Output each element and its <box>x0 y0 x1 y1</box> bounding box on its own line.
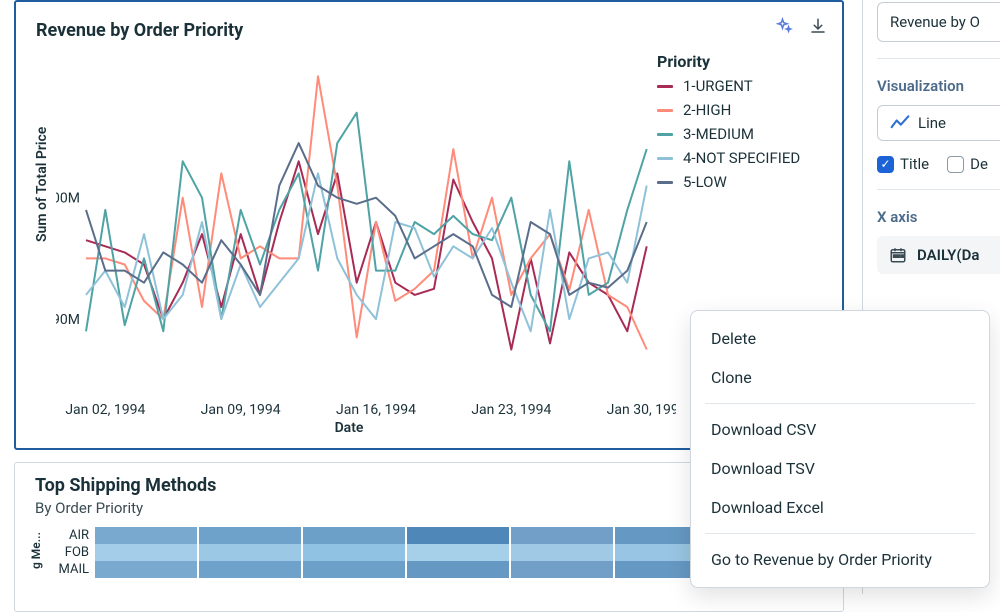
chart-legend: Priority 1-URGENT 2-HIGH 3-MEDIUM 4-NOT SPE… <box>657 52 822 197</box>
chart-series-line <box>86 113 647 332</box>
menu-item-download-excel[interactable]: Download Excel <box>691 488 989 527</box>
svg-text:Jan 02, 1994: Jan 02, 1994 <box>65 402 145 418</box>
heatmap-cell <box>511 527 613 544</box>
description-checkbox-label: De <box>970 155 988 173</box>
legend-label: 1-URGENT <box>683 77 753 95</box>
heatmap-cell <box>95 561 197 578</box>
chart-actions <box>774 16 828 36</box>
menu-item-download-csv[interactable]: Download CSV <box>691 410 989 449</box>
heatmap-cell <box>407 544 509 561</box>
heatmap-row-label: AIR <box>35 527 89 544</box>
xaxis-section-title: X axis <box>877 208 1000 226</box>
checkbox-checked-icon <box>877 156 894 173</box>
legend-label: 4-NOT SPECIFIED <box>683 149 800 167</box>
legend-swatch <box>657 133 673 136</box>
divider <box>877 58 1000 59</box>
context-menu: Delete Clone Download CSV Download TSV D… <box>690 310 990 588</box>
viz-section-title: Visualization <box>877 77 1000 95</box>
calendar-icon <box>889 246 907 264</box>
legend-swatch <box>657 157 673 160</box>
menu-item-clone[interactable]: Clone <box>691 358 989 397</box>
legend-label: 2-HIGH <box>683 101 731 119</box>
svg-text:100M: 100M <box>56 191 80 207</box>
title-checkbox-label: Title <box>900 155 929 173</box>
assistant-sparkle-icon[interactable] <box>774 16 794 36</box>
menu-divider <box>705 533 975 534</box>
legend-swatch <box>657 181 673 184</box>
legend-title: Priority <box>657 52 822 71</box>
menu-item-goto[interactable]: Go to Revenue by Order Priority <box>691 540 989 579</box>
download-icon[interactable] <box>808 16 828 36</box>
title-checkbox[interactable]: Title <box>877 155 929 173</box>
legend-label: 5-LOW <box>683 173 727 191</box>
xaxis-field-pill[interactable]: DAILY(Da <box>877 236 1000 274</box>
legend-label: 3-MEDIUM <box>683 125 754 143</box>
chart-title: Revenue by Order Priority <box>16 2 842 45</box>
legend-item[interactable]: 1-URGENT <box>657 77 822 95</box>
line-chart-plot: 100M 90M Jan 02, 1994 Jan 09, 1994 Jan 16, … <box>56 52 676 432</box>
legend-item[interactable]: 5-LOW <box>657 173 822 191</box>
legend-item[interactable]: 4-NOT SPECIFIED <box>657 149 822 167</box>
viz-type-label: Line <box>918 114 946 132</box>
heatmap-cell <box>303 527 405 544</box>
divider <box>877 189 1000 190</box>
heatmap-y-label: g Me... <box>29 532 43 569</box>
svg-text:Jan 23, 1994: Jan 23, 1994 <box>471 402 551 418</box>
svg-text:Jan 16, 1994: Jan 16, 1994 <box>336 402 416 418</box>
menu-item-download-tsv[interactable]: Download TSV <box>691 449 989 488</box>
heatmap-cell <box>303 561 405 578</box>
heatmap-cell <box>199 544 301 561</box>
heatmap-cell <box>511 544 613 561</box>
heatmap-cell <box>199 561 301 578</box>
legend-item[interactable]: 2-HIGH <box>657 101 822 119</box>
heatmap-cell <box>199 527 301 544</box>
legend-item[interactable]: 3-MEDIUM <box>657 125 822 143</box>
heatmap-cell <box>407 527 509 544</box>
svg-text:Jan 09, 1994: Jan 09, 1994 <box>201 402 281 418</box>
line-chart-icon <box>890 114 910 132</box>
heatmap-cell <box>407 561 509 578</box>
checkbox-empty-icon <box>947 156 964 173</box>
heatmap-cell <box>303 544 405 561</box>
description-checkbox[interactable]: De <box>947 155 988 173</box>
heatmap-row-label: FOB <box>35 544 89 561</box>
svg-text:Jan 30, 1994: Jan 30, 1994 <box>607 402 676 418</box>
xaxis-field-label: DAILY(Da <box>917 246 979 264</box>
heatmap-cell <box>95 527 197 544</box>
legend-swatch <box>657 109 673 112</box>
menu-divider <box>705 403 975 404</box>
legend-swatch <box>657 85 673 88</box>
chart-name-input[interactable]: Revenue by O <box>877 2 1000 42</box>
heatmap-cell <box>511 561 613 578</box>
heatmap-cell <box>95 544 197 561</box>
viz-type-select[interactable]: Line <box>877 105 1000 141</box>
menu-item-delete[interactable]: Delete <box>691 319 989 358</box>
heatmap-row-label: MAIL <box>35 561 89 578</box>
svg-text:90M: 90M <box>56 312 80 328</box>
y-axis-label: Sum of Total Price <box>34 127 50 242</box>
